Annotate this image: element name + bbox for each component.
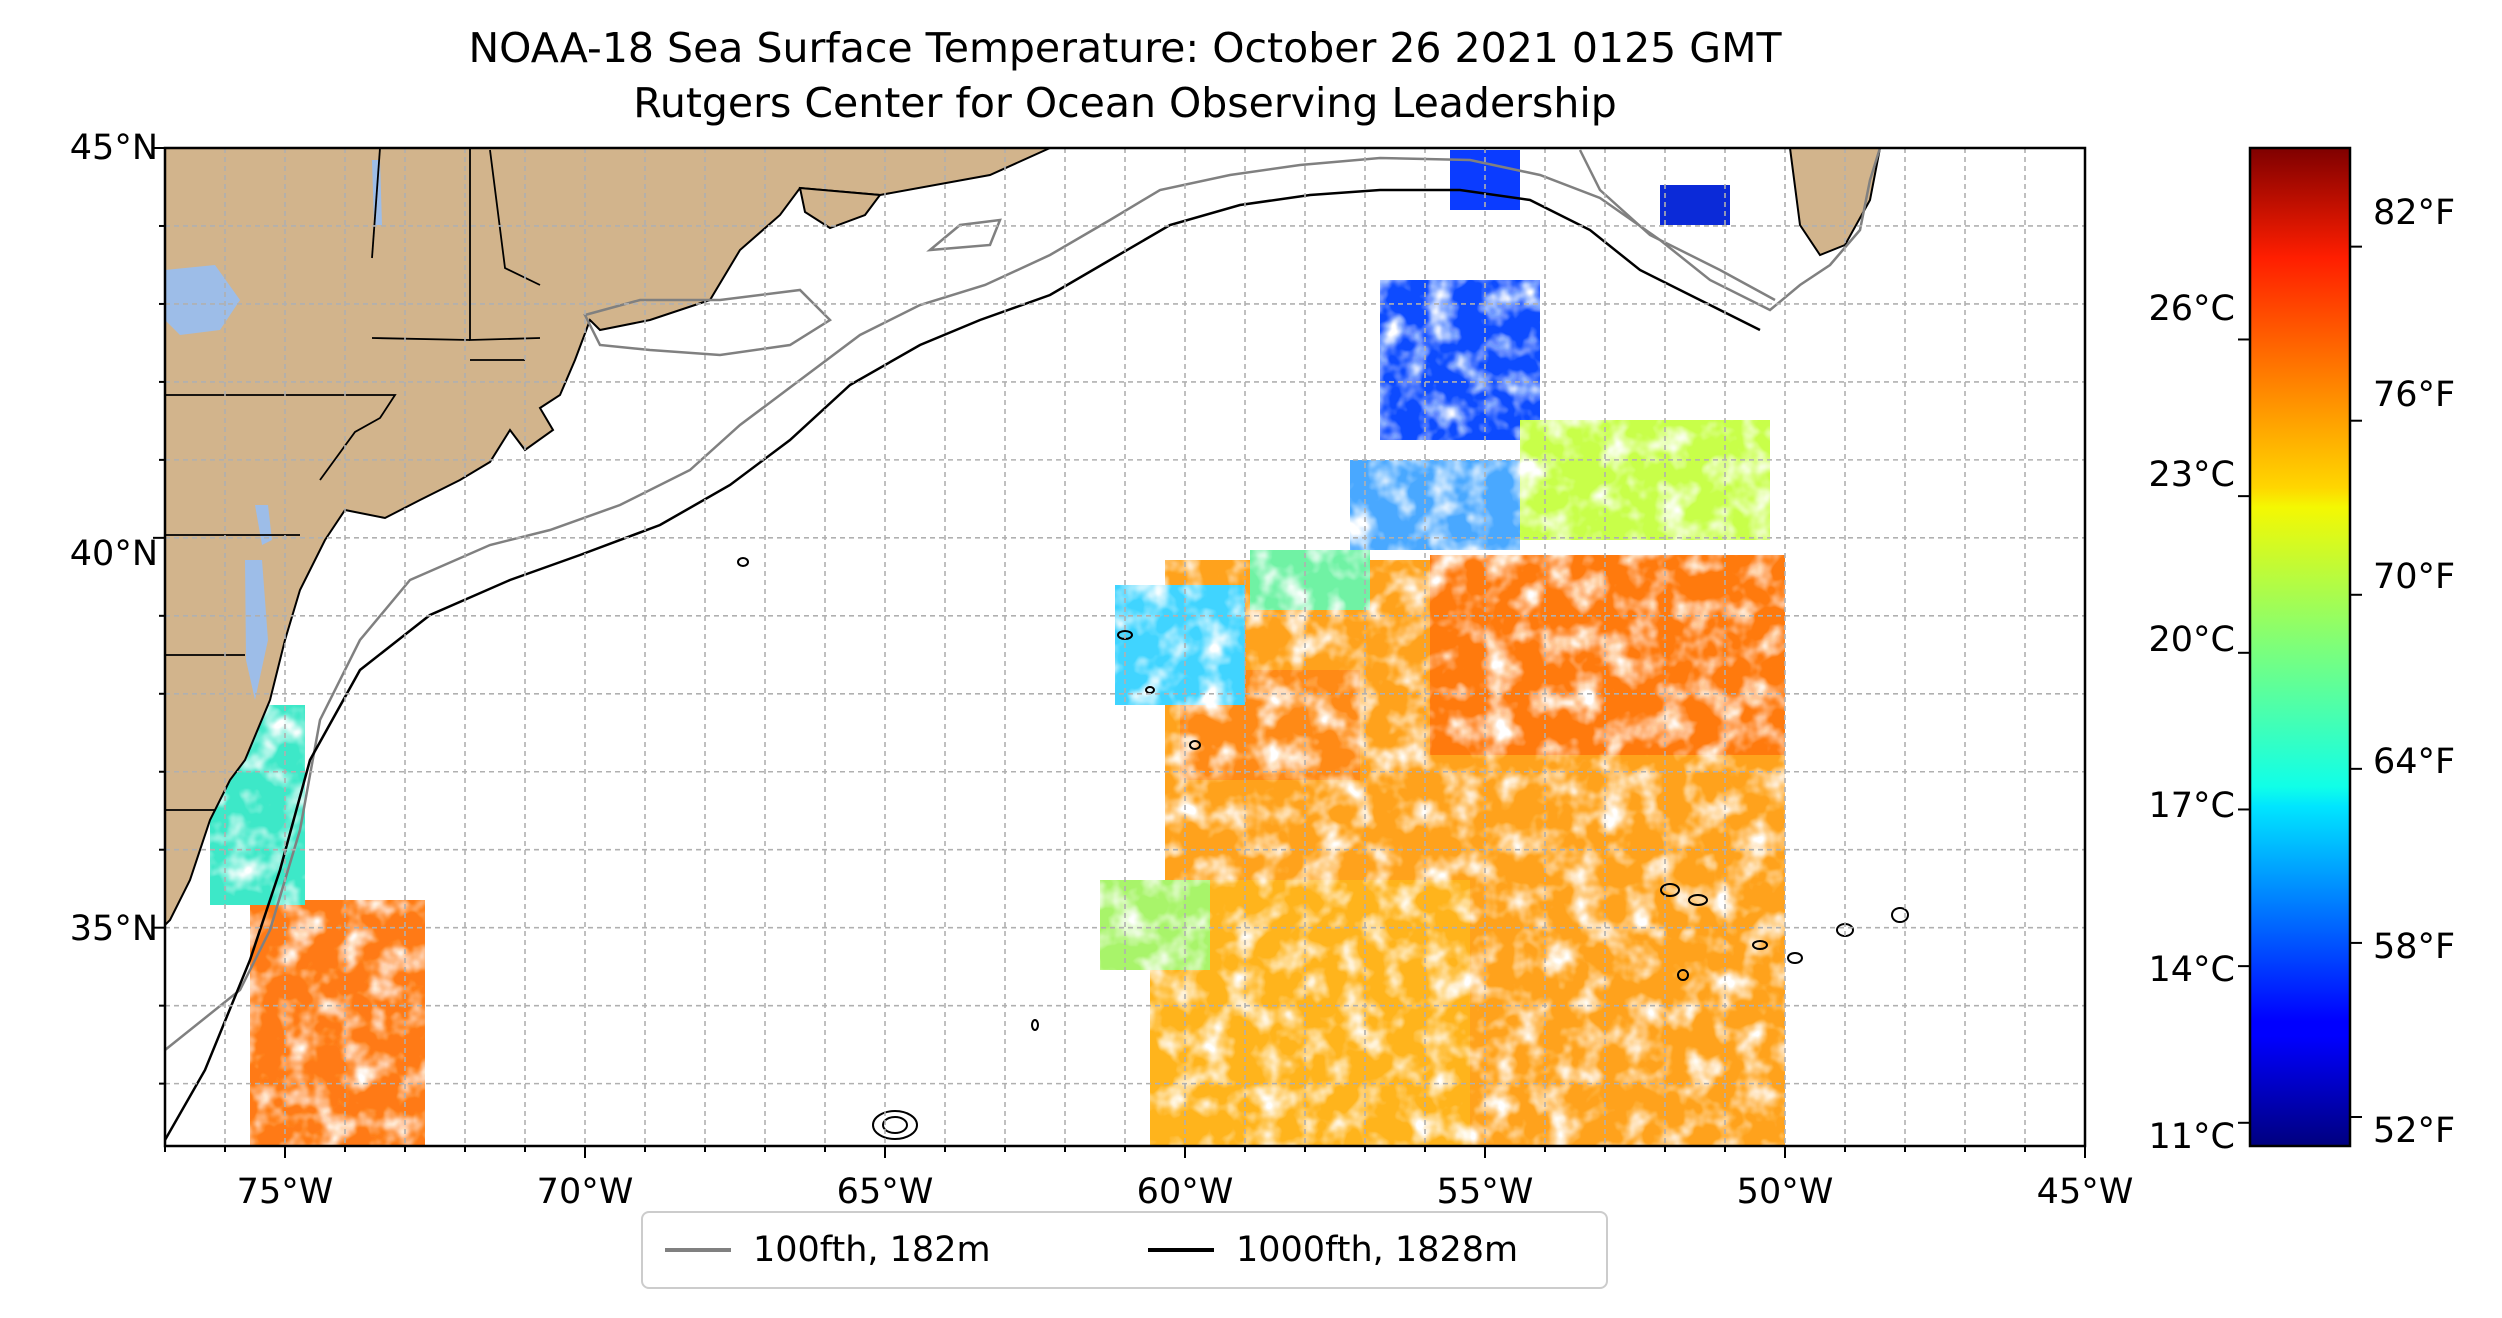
colorbar-label-11c: 11°C: [2148, 1117, 2235, 1157]
sst-patch-blue-north: [1350, 460, 1520, 550]
colorbar: [2248, 146, 2352, 1148]
colorbar-label-26c: 26°C: [2148, 289, 2235, 329]
sst-patch-cold-north: [1380, 280, 1540, 440]
colorbar-label-82f: 82°F: [2373, 193, 2456, 233]
sst-patch-southwest: [250, 900, 425, 1146]
lon-label-45w: 45°W: [2036, 1172, 2134, 1212]
colorbar-ticks: [2238, 245, 2362, 1124]
sst-patch-northeast: [1660, 185, 1730, 225]
colorbar-label-76f: 76°F: [2373, 375, 2456, 415]
state-borders: [165, 148, 541, 811]
lat-label-35: 35°N: [69, 909, 158, 949]
chesapeake-bay: [245, 560, 268, 700]
legend-label-100fth: 100fth, 182m: [753, 1230, 991, 1270]
colorbar-label-14c: 14°C: [2148, 950, 2235, 990]
lon-label-75w: 75°W: [236, 1172, 334, 1212]
axis-ticks: [153, 147, 2086, 1158]
lon-label-55w: 55°W: [1436, 1172, 1534, 1212]
lat-label-45: 45°N: [69, 128, 158, 168]
land-newfoundland: [1788, 148, 1882, 257]
colorbar-label-52f: 52°F: [2373, 1111, 2456, 1151]
land-nova-scotia: [798, 186, 882, 230]
legend-swatch-100fth: [665, 1248, 731, 1252]
isobath-shelf-bank: [926, 218, 1002, 252]
lon-label-50w: 50°W: [1736, 1172, 1834, 1212]
sst-patch-yellow-green: [1520, 420, 1770, 540]
sst-patch-cool-west: [1115, 585, 1245, 705]
isobath-georges-bank: [583, 288, 832, 357]
lon-label-60w: 60°W: [1136, 1172, 1234, 1212]
isobath-grand-banks: [1578, 149, 1776, 302]
legend-item-1000fth: 1000fth, 1828m: [1148, 1213, 1518, 1287]
colorbar-label-17c: 17°C: [2148, 786, 2235, 826]
isobath-100fth: [165, 148, 1882, 1051]
lat-label-40: 40°N: [69, 534, 158, 574]
colorbar-label-58f: 58°F: [2373, 927, 2456, 967]
colorbar-label-23c: 23°C: [2148, 455, 2235, 495]
colorbar-label-20c: 20°C: [2148, 620, 2235, 660]
land-north-america: [165, 148, 1051, 927]
colorbar-label-70f: 70°F: [2373, 557, 2456, 597]
chart-title: NOAA-18 Sea Surface Temperature: October…: [468, 24, 1782, 72]
lon-label-70w: 70°W: [536, 1172, 634, 1212]
isobath-legend: 100fth, 182m 1000fth, 1828m: [641, 1211, 1608, 1289]
sst-patch-green-west: [1100, 880, 1210, 970]
colorbar-label-64f: 64°F: [2373, 742, 2456, 782]
legend-label-1000fth: 1000fth, 1828m: [1236, 1230, 1519, 1270]
isobath-1000fth: [165, 188, 1761, 1141]
legend-item-100fth: 100fth, 182m: [665, 1213, 991, 1287]
chart-subtitle: Rutgers Center for Ocean Observing Leade…: [633, 79, 1617, 127]
sst-data-layer: [210, 150, 1785, 1146]
gridlines: [164, 147, 2086, 1146]
lake-ontario: [165, 265, 240, 335]
lon-label-65w: 65°W: [836, 1172, 934, 1212]
sst-patch-mint: [1250, 550, 1370, 610]
sst-patch-warmest: [1430, 555, 1785, 755]
legend-swatch-1000fth: [1148, 1248, 1214, 1252]
